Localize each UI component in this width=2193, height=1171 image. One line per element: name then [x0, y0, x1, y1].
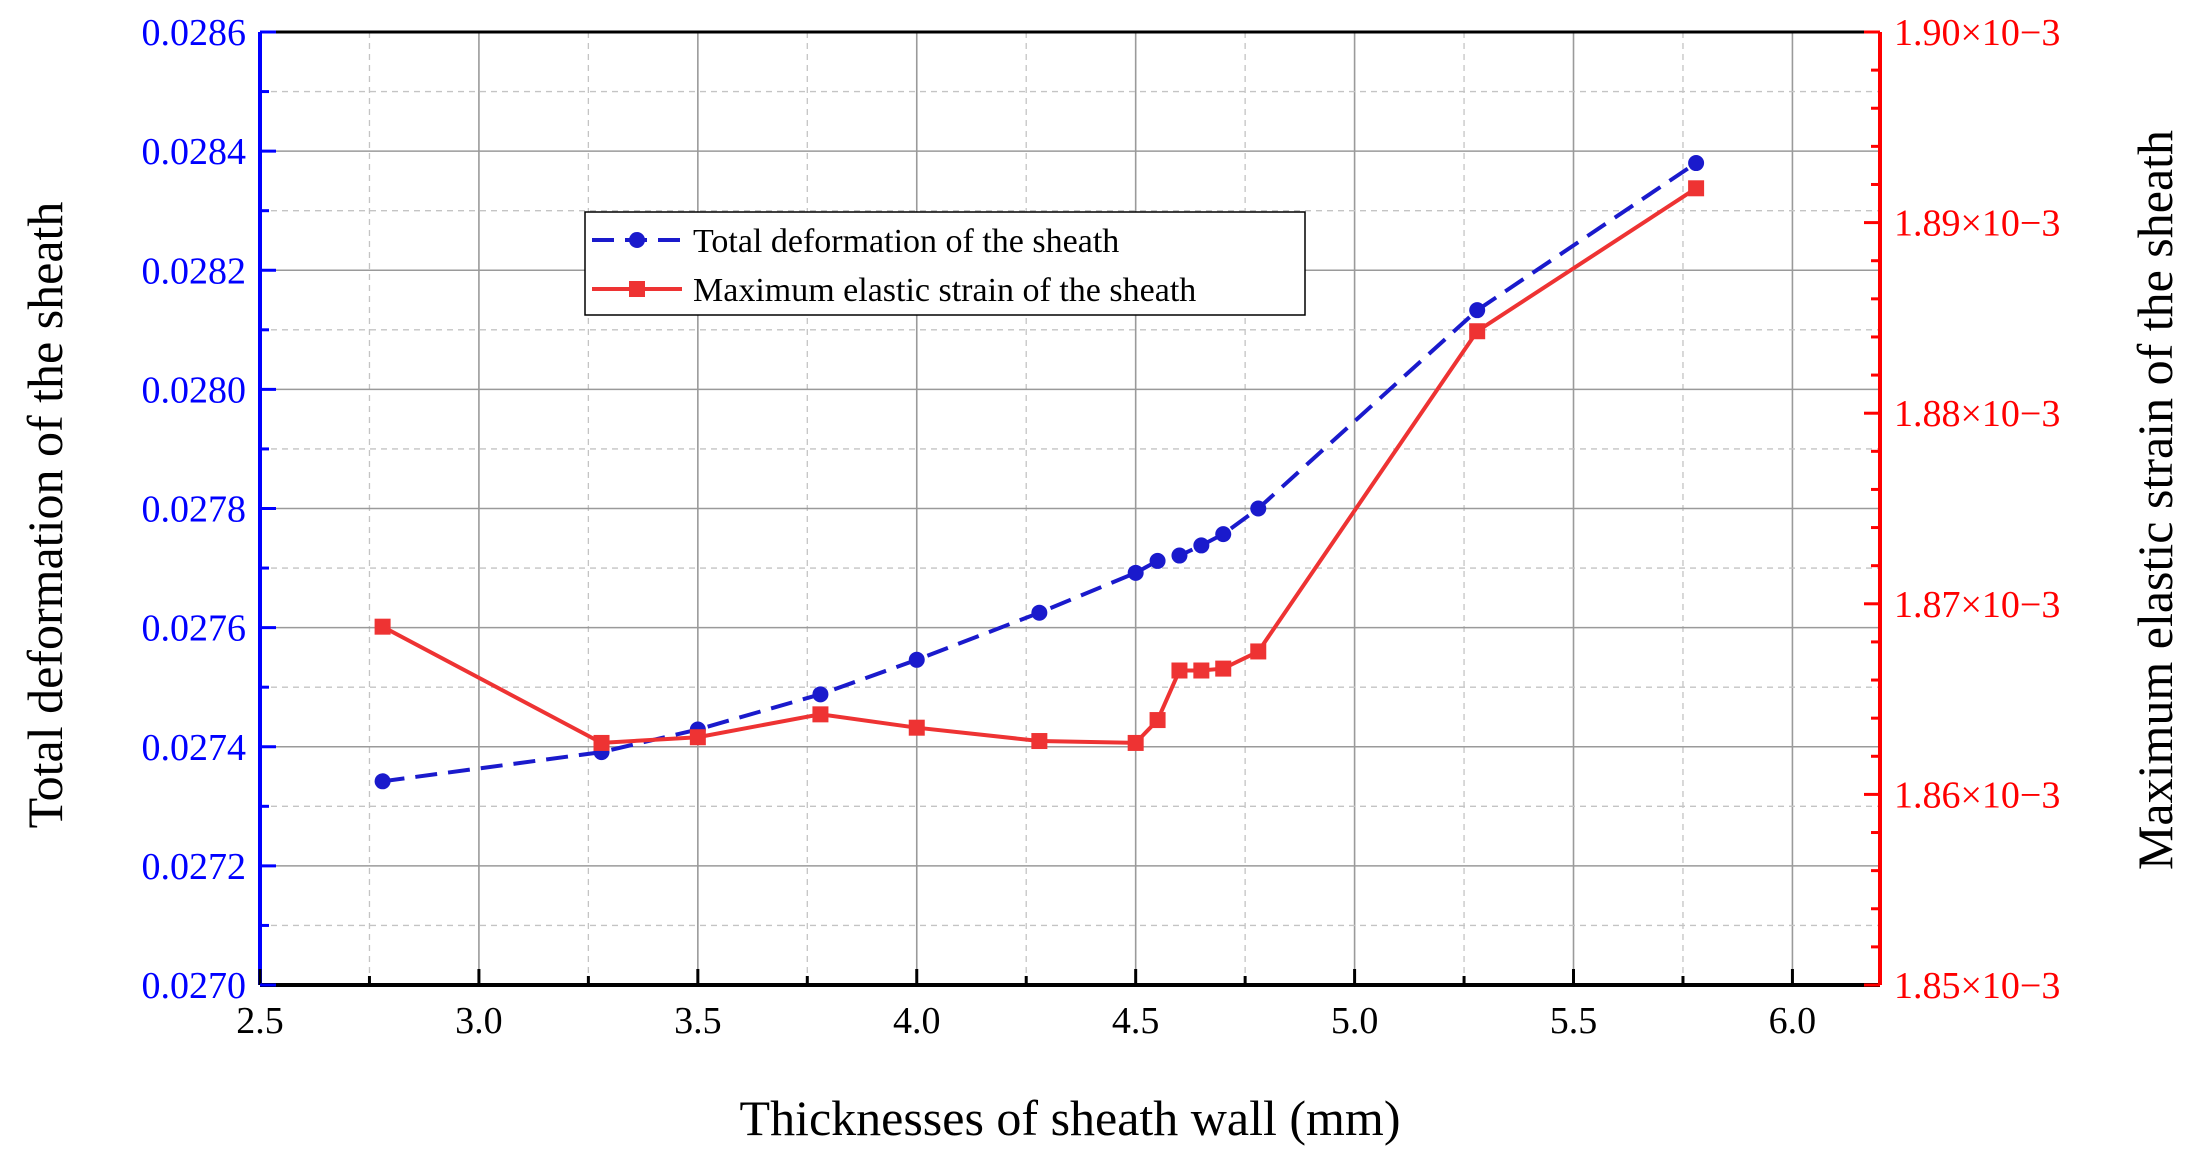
y-left-tick-label: 0.0286 — [142, 12, 247, 54]
deformation-data-point — [812, 686, 829, 703]
strain-data-point — [908, 719, 925, 736]
y-left-tick-label: 0.0284 — [142, 131, 247, 173]
deformation-data-point — [374, 773, 391, 790]
y-left-tick-label: 0.0272 — [142, 846, 247, 888]
y-right-tick-label: 1.88×10−3 — [1894, 393, 2060, 435]
legend-marker-deformation — [629, 232, 645, 248]
y-right-axis-label: Maximum elastic strain of the sheath — [2127, 130, 2183, 870]
y-right-tick-label: 1.90×10−3 — [1894, 12, 2060, 54]
x-axis-label: Thicknesses of sheath wall (mm) — [740, 1090, 1401, 1146]
legend-label-strain: Maximum elastic strain of the sheath — [693, 272, 1196, 309]
x-tick-label: 6.0 — [1769, 1000, 1817, 1042]
deformation-data-point — [1215, 526, 1232, 543]
x-tick-label: 4.5 — [1112, 1000, 1160, 1042]
y-left-tick-label: 0.0278 — [142, 489, 247, 531]
strain-data-point — [1469, 323, 1486, 340]
legend: Total deformation of the sheath Maximum … — [584, 211, 1306, 316]
x-tick-label: 5.5 — [1550, 1000, 1598, 1042]
strain-data-point — [1149, 712, 1166, 729]
strain-data-point — [1127, 734, 1144, 751]
strain-data-point — [1250, 643, 1267, 660]
axes — [258, 30, 1882, 987]
x-tick-label: 5.0 — [1331, 1000, 1379, 1042]
deformation-data-point — [1031, 604, 1048, 621]
strain-data-point — [1031, 733, 1048, 750]
x-tick-label: 3.5 — [674, 1000, 722, 1042]
deformation-data-point — [1149, 552, 1166, 569]
deformation-data-point — [1250, 500, 1267, 517]
deformation-data-point — [1688, 155, 1705, 172]
grid — [260, 32, 1880, 985]
y-right-tick-label: 1.86×10−3 — [1894, 774, 2060, 816]
x-tick-label: 3.0 — [455, 1000, 503, 1042]
deformation-data-point — [908, 651, 925, 668]
strain-data-point — [1171, 662, 1188, 679]
y-left-tick-label: 0.0280 — [142, 369, 247, 411]
strain-data-point — [812, 706, 829, 723]
y-right-tick-label: 1.85×10−3 — [1894, 965, 2060, 1007]
y-right-tick-label: 1.87×10−3 — [1894, 584, 2060, 626]
tick-labels: 2.5 3.0 3.5 4.0 4.5 5.0 5.5 6.0 0.0270 0.0272 0.02… — [142, 12, 2061, 1042]
y-left-tick-label: 0.0274 — [142, 727, 247, 769]
strain-data-point — [374, 618, 391, 635]
strain-data-point — [1215, 660, 1232, 677]
series-layer — [374, 155, 1705, 790]
y-left-tick-label: 0.0276 — [142, 608, 247, 650]
strain-data-point — [1688, 180, 1705, 197]
deformation-series-line — [382, 161, 1698, 784]
deformation-data-point — [1127, 564, 1144, 581]
y-right-tick-label: 1.89×10−3 — [1894, 203, 2060, 245]
legend-label-deformation: Total deformation of the sheath — [693, 223, 1119, 260]
legend-marker-strain — [629, 281, 645, 297]
y-left-tick-label: 0.0270 — [142, 965, 247, 1007]
x-tick-label: 2.5 — [236, 1000, 284, 1042]
deformation-data-point — [1171, 547, 1188, 564]
strain-data-point — [593, 734, 610, 751]
legend-box — [584, 211, 1306, 316]
deformation-data-point — [1469, 302, 1486, 319]
y-left-tick-label: 0.0282 — [142, 250, 247, 292]
deformation-data-point — [1193, 537, 1210, 554]
strain-data-point — [689, 729, 706, 746]
x-tick-label: 4.0 — [893, 1000, 941, 1042]
y-left-axis-label: Total deformation of the sheath — [17, 202, 73, 829]
strain-data-point — [1193, 662, 1210, 679]
